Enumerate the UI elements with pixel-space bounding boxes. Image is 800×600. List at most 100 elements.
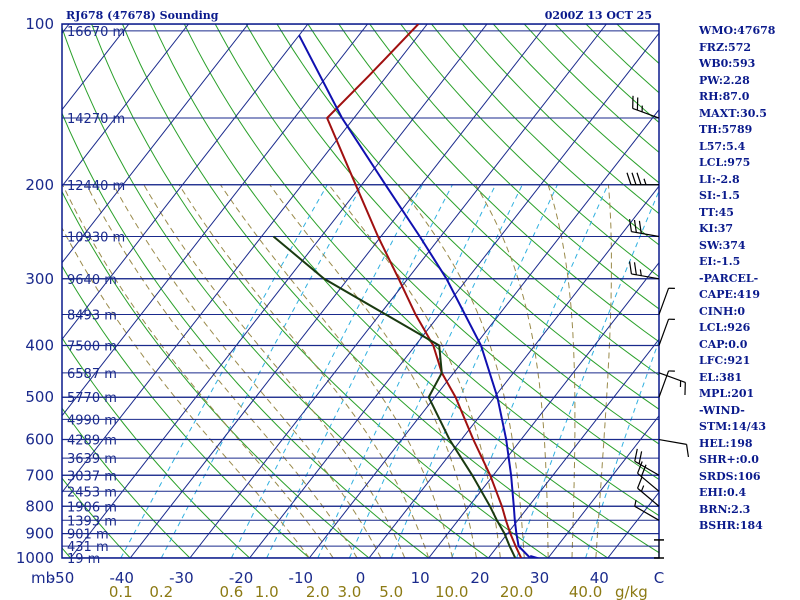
index-item: SI:-1.5 [699,189,740,202]
barb-half-flag [643,178,647,185]
moist-adiabat-line [398,184,525,558]
height-label: 16670 m [67,25,125,40]
dry-adiabat-line [62,265,310,558]
dry-adiabat-line [431,24,659,246]
barb-flag [634,448,638,462]
index-item: CINH:0 [699,304,746,318]
height-label: 12440 m [67,179,125,194]
height-label: 901 m [67,528,109,543]
barb-flag [636,476,643,489]
barb-staff [634,460,660,476]
dry-adiabat-line [183,24,659,517]
barb-flag [626,172,632,185]
height-label: 14270 m [67,112,125,127]
isotherm-line [70,24,488,558]
dry-adiabat-line [338,24,659,343]
mixing-ratio-label: 5.0 [379,583,403,600]
temperature-tick-label: -10 [289,569,314,587]
dry-adiabat-line [400,24,659,278]
barb-half-flag [634,499,637,507]
barb-flag [631,172,637,185]
mixing-ratio-line [160,184,363,558]
pressure-tick-label: 100 [25,15,54,33]
moist-adiabat-line [595,184,612,558]
index-item: EI:-1.5 [699,255,741,268]
barb-half-flag [639,269,642,276]
barb-flag [633,262,637,275]
index-item: TT:45 [699,205,734,219]
wind-barb [628,219,660,238]
index-item: SW:374 [699,238,746,252]
height-label: 5770 m [67,391,117,406]
dry-adiabat-line [62,26,489,558]
index-item: MAXT:30.5 [699,106,767,120]
wind-barb [632,95,660,119]
height-label: 3639 m [67,452,117,467]
barb-flag [638,451,643,464]
barb-flag [685,444,690,457]
pressure-tick-label: 300 [25,270,54,288]
dry-adiabat-line [62,336,250,558]
index-item: TH:5789 [699,123,753,136]
isotherm-line [62,24,189,188]
mixing-ratio-label: 40.0 [569,583,602,600]
height-label: 8493 m [67,309,117,324]
index-item: SRDS:106 [699,469,761,483]
wind-barb [634,448,660,476]
dry-adiabat-line [492,24,659,184]
mixing-ratio-line [266,184,453,558]
mixing-ratio-line [348,184,523,558]
plot-frame [61,23,660,559]
index-item: BRN:2.3 [699,502,751,516]
index-item: EL:381 [699,370,743,384]
parcel-surface-segment [529,555,541,558]
pressure-tick-label: 900 [25,525,54,543]
mixing-ratio-line [230,184,423,558]
dry-adiabat-line [585,24,659,94]
isotherm-line [428,261,659,558]
wind-barb [634,499,660,521]
chart-time: 0200Z 13 OCT 25 [545,9,652,22]
height-label: 1393 m [67,514,117,529]
mixing-ratio-label: 20.0 [500,583,533,600]
temperature-tick-label: -20 [229,569,254,587]
barb-flag [636,461,643,474]
mixing-ratio-label: 2.0 [306,583,330,600]
dry-adiabat-line [554,24,659,124]
dry-adiabat-line [91,24,549,558]
height-label: 3037 m [67,469,117,484]
barb-staff [634,505,660,521]
pressure-tick-label: 200 [25,176,54,194]
dry-adiabat-line [152,24,659,554]
pressure-tick-label: 800 [25,497,54,515]
moist-adiabat-line [112,184,382,558]
barb-staff [631,231,660,238]
profile-dewpoint [272,235,517,558]
dry-adiabat-line [62,407,191,558]
barb-staff [658,438,687,445]
wind-barb [658,287,675,315]
pressure-tick-label: 1000 [16,549,54,567]
index-item: LCL:926 [699,321,751,334]
dry-adiabat-line [214,24,659,481]
temperature-tick-label: 30 [530,569,549,587]
mixing-ratio-label: 1.0 [255,583,279,600]
height-label: 9640 m [67,273,117,288]
profile-parcel [298,34,531,558]
moist-adiabat-line [86,184,358,558]
pressure-tick-label: 400 [25,337,54,355]
moist-adiabat-line [269,184,477,558]
isotherm-line [189,24,607,558]
barb-staff [658,288,670,315]
height-label: 6587 m [67,367,117,382]
height-label: 2453 m [67,485,117,500]
mixing-ratio-line [317,184,497,558]
moist-adiabat-line [475,184,549,558]
isotherm-line [129,24,548,558]
dry-adiabat-line [276,24,659,410]
mixing-ratio-line [585,339,659,558]
index-item: STM:14/43 [699,420,766,433]
wind-barb [636,476,660,507]
pressure-tick-label: 700 [25,466,54,484]
